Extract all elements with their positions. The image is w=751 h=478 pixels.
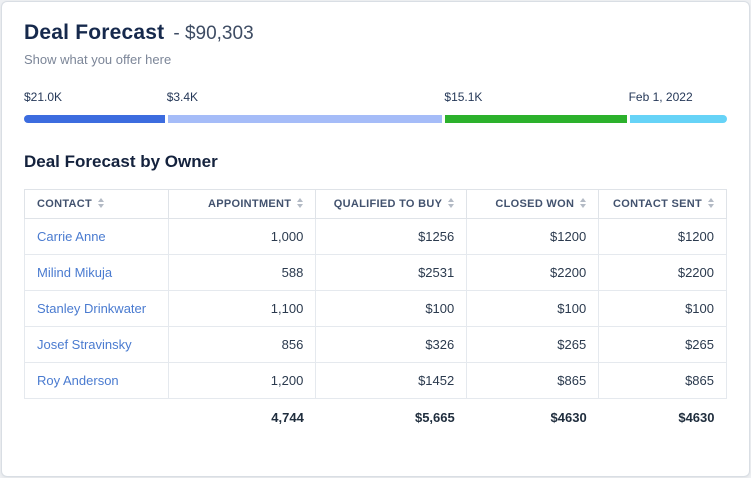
sort-icon[interactable] [448,198,455,209]
table-row: Milind Mikuja 588 $2531 $2200 $2200 [24,254,727,291]
table-row: Josef Stravinsky 856 $326 $265 $265 [24,326,727,363]
contact-cell: Stanley Drinkwater [24,290,169,327]
milestone-label-1: $21.0K [24,90,63,104]
column-header-contact[interactable]: CONTACT [24,189,169,219]
appointment-cell: 588 [167,254,317,291]
contact-cell: Josef Stravinsky [24,326,169,363]
appointment-cell: 1,000 [167,218,317,255]
table-row: Stanley Drinkwater 1,100 $100 $100 $100 [24,290,727,327]
column-label: CONTACT [37,198,93,210]
progress-segment-1 [24,115,166,123]
progress-segment-4 [630,115,727,123]
contact-link[interactable]: Roy Anderson [37,373,119,388]
column-label: CONTACT SENT [613,198,702,210]
contact-sent-cell: $1200 [598,218,727,255]
contact-sent-cell: $865 [598,362,727,399]
table-header-row: CONTACT APPOINTMENT QUALIFIED TO BUY CLO… [24,189,727,219]
progress-segment-2 [168,115,443,123]
contact-link[interactable]: Stanley Drinkwater [37,301,147,316]
column-header-appointment[interactable]: APPOINTMENT [167,189,317,219]
column-header-closed-won[interactable]: CLOSED WON [466,189,600,219]
qualified-to-buy-cell: $1256 [315,218,468,255]
appointment-cell: 1,100 [167,290,317,327]
owner-table-title: Deal Forecast by Owner [24,152,218,171]
appointment-cell: 1,200 [167,362,317,399]
totals-qualified-to-buy: $5,665 [315,398,467,436]
forecast-milestone-labels: $21.0K $3.4K $15.1K Feb 1, 2022 [24,90,727,105]
totals-contact-sent: $4630 [598,398,727,436]
contact-link[interactable]: Carrie Anne [37,229,106,244]
column-label: APPOINTMENT [207,198,292,210]
qualified-to-buy-cell: $326 [315,326,468,363]
column-label: CLOSED WON [495,198,575,210]
contact-sent-cell: $265 [598,326,727,363]
forecast-progress-bar [24,115,727,123]
contact-cell: Milind Mikuja [24,254,169,291]
totals-row: 4,744 $5,665 $4630 $4630 [24,398,727,436]
progress-segment-3 [445,115,628,123]
qualified-to-buy-cell: $100 [315,290,468,327]
table-row: Carrie Anne 1,000 $1256 $1200 $1200 [24,218,727,255]
contact-link[interactable]: Josef Stravinsky [37,337,132,352]
contact-sent-cell: $100 [598,290,727,327]
closed-won-cell: $865 [466,362,600,399]
closed-won-cell: $265 [466,326,600,363]
table-row: Roy Anderson 1,200 $1452 $865 $865 [24,362,727,399]
milestone-label-2: $3.4K [166,90,199,104]
report-title: Deal Forecast [24,21,165,44]
column-header-qualified-to-buy[interactable]: QUALIFIED TO BUY [315,189,468,219]
totals-empty-cell [24,398,169,436]
column-header-contact-sent[interactable]: CONTACT SENT [598,189,727,219]
report-subtitle: Show what you offer here [24,52,172,67]
closed-won-cell: $100 [466,290,600,327]
qualified-to-buy-cell: $1452 [315,362,468,399]
qualified-to-buy-cell: $2531 [315,254,468,291]
column-label: QUALIFIED TO BUY [333,198,443,210]
deal-forecast-table: CONTACT APPOINTMENT QUALIFIED TO BUY CLO… [24,189,727,436]
closed-won-cell: $1200 [466,218,600,255]
totals-closed-won: $4630 [466,398,599,436]
sort-icon[interactable] [708,198,714,209]
sort-icon[interactable] [98,198,105,209]
contact-link[interactable]: Milind Mikuja [37,265,113,280]
milestone-label-4: Feb 1, 2022 [628,90,693,104]
closed-won-cell: $2200 [466,254,600,291]
contact-sent-cell: $2200 [598,254,727,291]
page-title-row: Deal Forecast - $90,303 [24,21,727,45]
sort-icon[interactable] [580,198,587,209]
appointment-cell: 856 [167,326,317,363]
milestone-label-3: $15.1K [444,90,483,104]
contact-cell: Roy Anderson [24,362,169,399]
forecast-total-amount: - $90,303 [173,23,254,44]
totals-appointment: 4,744 [168,398,316,436]
contact-cell: Carrie Anne [24,218,169,255]
sort-icon[interactable] [297,198,304,209]
